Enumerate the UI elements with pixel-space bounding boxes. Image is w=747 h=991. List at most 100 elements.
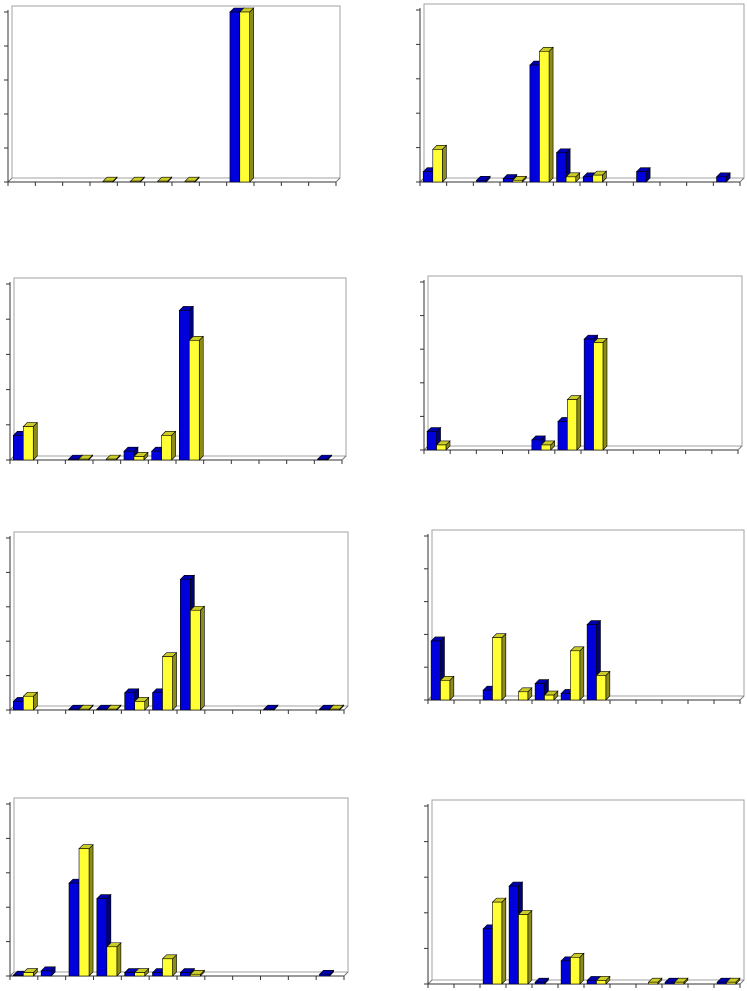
bar-front-face bbox=[124, 972, 135, 977]
bar-front-face bbox=[319, 973, 330, 977]
bar-front-face bbox=[78, 848, 90, 977]
bar-front-face bbox=[68, 882, 80, 977]
bar-yellow-7 bbox=[188, 335, 204, 461]
bar-yellow-3 bbox=[78, 843, 94, 977]
chart-panel-6 bbox=[424, 529, 745, 704]
chart-panel-5 bbox=[6, 531, 349, 714]
floor-edge-right bbox=[341, 455, 347, 461]
bar-front-face bbox=[22, 426, 34, 461]
bar-yellow-5 bbox=[133, 451, 149, 461]
bar-front-face bbox=[179, 310, 190, 461]
bar-front-face bbox=[152, 692, 163, 711]
bar-front-face bbox=[560, 960, 571, 985]
bar-front-face bbox=[560, 693, 571, 701]
bar-front-face bbox=[716, 176, 727, 183]
bar-yellow-7 bbox=[592, 170, 608, 183]
bar-yellow-4 bbox=[105, 454, 121, 461]
bar-front-face bbox=[134, 701, 146, 711]
bar-front-face bbox=[534, 981, 545, 985]
bar-front-face bbox=[190, 609, 201, 711]
bar-yellow-6 bbox=[157, 176, 173, 183]
bar-front-face bbox=[567, 399, 578, 451]
bar-side-face bbox=[116, 942, 122, 977]
bar-side-face bbox=[579, 646, 585, 701]
bar-blue-2 bbox=[40, 966, 56, 977]
bar-front-face bbox=[674, 981, 685, 985]
bar-front-face bbox=[105, 458, 117, 461]
bar-front-face bbox=[13, 435, 24, 461]
bar-front-face bbox=[508, 885, 519, 985]
bar-front-face bbox=[317, 458, 328, 461]
bar-front-face bbox=[96, 708, 108, 711]
bar-front-face bbox=[557, 421, 568, 451]
bar-side-face bbox=[527, 909, 533, 985]
bar-yellow-4 bbox=[102, 176, 118, 183]
bar-blue-12 bbox=[316, 454, 333, 461]
bar-yellow-10 bbox=[673, 977, 689, 985]
bar-yellow-7 bbox=[595, 670, 611, 701]
bar-front-face bbox=[133, 456, 145, 461]
floor-edge-left bbox=[7, 177, 13, 183]
bar-side-face bbox=[198, 335, 204, 461]
floor-edge-right bbox=[739, 177, 745, 183]
plot-area-frame bbox=[13, 797, 349, 973]
bar-yellow-12 bbox=[328, 704, 345, 711]
bar-front-face bbox=[432, 149, 443, 183]
chart-panel-4 bbox=[420, 275, 743, 454]
bar-yellow-1 bbox=[22, 421, 38, 461]
bar-front-face bbox=[184, 180, 196, 183]
bar-yellow-4 bbox=[517, 909, 533, 985]
bar-side-face bbox=[605, 670, 611, 701]
bar-front-face bbox=[151, 450, 162, 461]
plot-area-frame bbox=[431, 799, 745, 981]
bar-side-face bbox=[501, 632, 507, 701]
bar-yellow-6 bbox=[569, 952, 585, 985]
bar-side-face bbox=[579, 952, 585, 985]
bar-blue-12 bbox=[715, 172, 731, 183]
bar-front-face bbox=[180, 972, 191, 977]
bar-front-face bbox=[583, 338, 594, 451]
bar-yellow-9 bbox=[239, 7, 255, 183]
bar-front-face bbox=[239, 11, 250, 183]
bar-front-face bbox=[68, 708, 80, 711]
bar-front-face bbox=[124, 692, 135, 711]
bar-side-face bbox=[32, 421, 38, 461]
bar-front-face bbox=[23, 695, 34, 711]
bar-front-face bbox=[263, 708, 275, 711]
bar-blue-5 bbox=[534, 977, 550, 985]
bar-front-face bbox=[476, 179, 487, 183]
floor-edge-right bbox=[343, 705, 349, 711]
bar-front-face bbox=[565, 176, 577, 183]
bar-blue-3 bbox=[475, 175, 491, 183]
bar-front-face bbox=[529, 64, 540, 183]
bar-front-face bbox=[23, 972, 34, 977]
bar-yellow-4 bbox=[106, 942, 122, 977]
floor-edge-right bbox=[737, 445, 743, 451]
bar-front-face bbox=[636, 171, 647, 183]
bar-front-face bbox=[430, 640, 441, 701]
bar-front-face bbox=[512, 179, 523, 183]
floor-edge-left bbox=[427, 979, 433, 985]
bar-front-face bbox=[436, 444, 447, 451]
bar-yellow-4 bbox=[512, 175, 528, 183]
bar-yellow-5 bbox=[133, 967, 150, 977]
bar-front-face bbox=[134, 972, 146, 977]
floor-edge-right bbox=[739, 695, 745, 701]
bar-front-face bbox=[596, 980, 607, 985]
bar-front-face bbox=[190, 973, 201, 977]
bar-blue-10 bbox=[263, 704, 279, 711]
bar-yellow-9 bbox=[647, 977, 663, 985]
bar-side-face bbox=[501, 897, 507, 985]
floor-edge-right bbox=[739, 979, 745, 985]
bar-front-face bbox=[534, 683, 545, 701]
bar-yellow-7 bbox=[595, 975, 611, 985]
bar-front-face bbox=[586, 980, 597, 985]
bar-front-face bbox=[319, 708, 330, 711]
bar-yellow-7 bbox=[189, 605, 206, 711]
bar-front-face bbox=[556, 152, 567, 183]
bar-front-face bbox=[13, 974, 24, 977]
bar-front-face bbox=[648, 981, 659, 985]
bar-yellow-1 bbox=[22, 691, 39, 711]
floor-edge-right bbox=[343, 971, 349, 977]
bar-side-face bbox=[602, 337, 608, 451]
